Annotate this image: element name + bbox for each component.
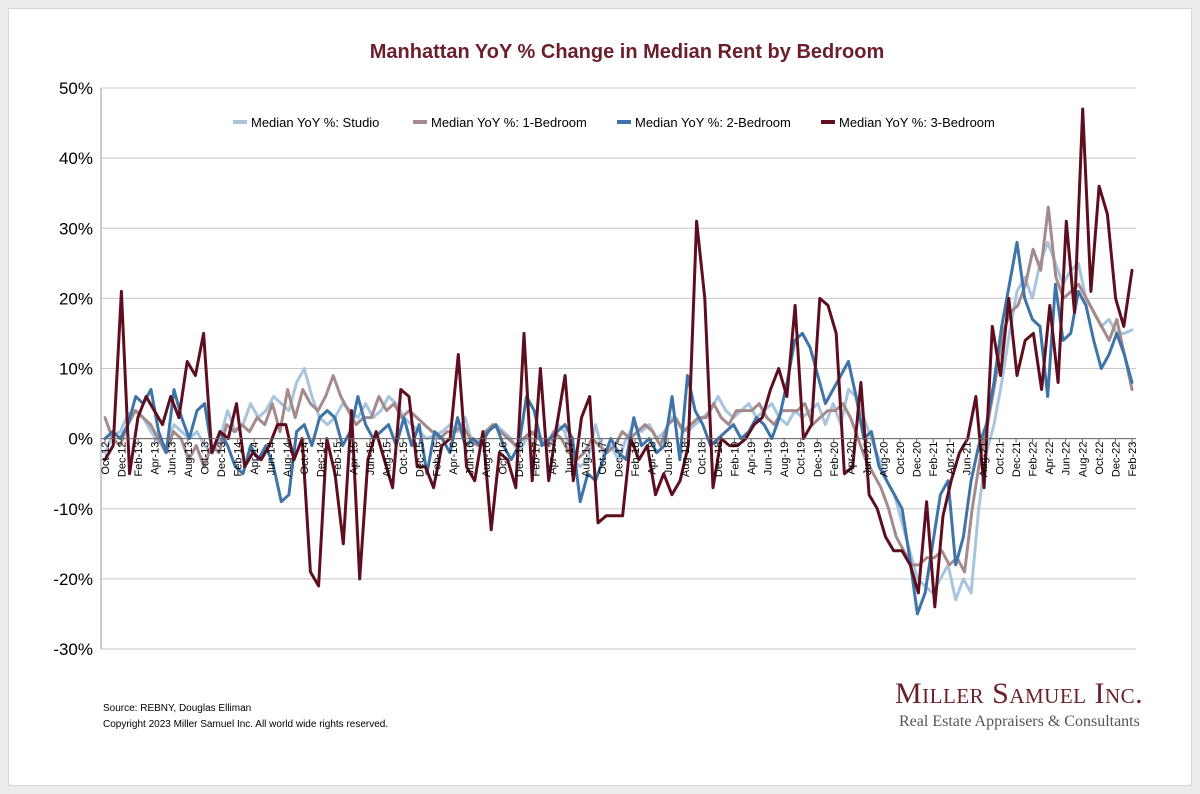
legend-item-2-bedroom: Median YoY %: 2-Bedroom [617, 115, 791, 130]
x-tick-label: Oct-21 [994, 442, 1006, 475]
x-tick-label: Apr-18 [647, 442, 659, 475]
legend-label: Median YoY %: 2-Bedroom [635, 115, 791, 130]
x-tick-label: Aug-14 [282, 442, 294, 477]
copyright-note: Copyright 2023 Miller Samuel Inc. All wo… [103, 719, 389, 730]
x-tick-label: Dec-19 [812, 442, 824, 477]
logo-tagline: Real Estate Appraisers & Consultants [899, 713, 1140, 730]
x-tick-label: Oct-13 [199, 442, 211, 475]
x-tick-label: Feb-17 [531, 442, 543, 477]
x-tick-label: Aug-16 [481, 442, 493, 477]
x-tick-label: Feb-23 [1127, 442, 1139, 477]
x-axis: Oct-12 Dec-12 Feb-13 Apr-13 Jun-13 Aug-13 Oct-… [100, 88, 1139, 649]
x-tick-label: Aug-13 [183, 442, 195, 477]
series-line-2-bedroom [103, 240, 1134, 616]
y-tick-label: -20% [53, 570, 93, 589]
x-tick-label: Dec-20 [912, 442, 924, 477]
x-tick-label: Feb-18 [630, 442, 642, 477]
x-tick-label: Oct-14 [299, 442, 311, 475]
x-tick-label: Jun-13 [166, 442, 178, 476]
x-tick-label: Dec-16 [514, 442, 526, 477]
x-tick-label: Jun-19 [763, 442, 775, 476]
company-logo: Miller Samuel Inc. Real Estate Appraiser… [895, 677, 1145, 731]
x-tick-label: Dec-17 [614, 442, 626, 477]
logo-name: Miller Samuel Inc. [895, 677, 1144, 710]
x-tick-label: Apr-17 [547, 442, 559, 475]
x-tick-label: Jun-20 [862, 442, 874, 476]
x-tick-label: Apr-20 [845, 442, 857, 475]
x-tick-label: Oct-12 [100, 442, 112, 475]
x-tick-label: Feb-16 [431, 442, 443, 477]
x-tick-label: Aug-18 [680, 442, 692, 477]
x-tick-label: Oct-19 [796, 442, 808, 475]
x-tick-label: Feb-15 [332, 442, 344, 477]
gridlines [101, 87, 1136, 650]
x-tick-label: Oct-18 [696, 442, 708, 475]
chart: Manhattan YoY % Change in Median Rent by… [53, 41, 1139, 659]
legend-label: Median YoY %: 3-Bedroom [839, 115, 995, 130]
y-tick-label: -30% [53, 640, 93, 659]
x-tick-label: Feb-20 [829, 442, 841, 477]
legend: Median YoY %: Studio Median YoY %: 1-Bedr… [233, 115, 995, 130]
x-tick-label: Aug-19 [779, 442, 791, 477]
y-tick-label: 50% [59, 79, 93, 98]
x-tick-label: Feb-19 [729, 442, 741, 477]
chart-title: Manhattan YoY % Change in Median Rent by… [370, 41, 885, 63]
x-tick-label: Apr-21 [945, 442, 957, 475]
x-tick-label: Apr-22 [1044, 442, 1056, 475]
x-tick-label: Dec-13 [216, 442, 228, 477]
x-tick-label: Aug-15 [382, 442, 394, 477]
y-tick-label: 30% [59, 219, 93, 238]
x-tick-label: Apr-19 [746, 442, 758, 475]
x-tick-label: Feb-21 [928, 442, 940, 477]
x-tick-label: Oct-22 [1094, 442, 1106, 475]
x-tick-label: Aug-21 [978, 442, 990, 477]
x-tick-label: Dec-18 [713, 442, 725, 477]
y-tick-label: 40% [59, 149, 93, 168]
x-tick-label: Apr-15 [348, 442, 360, 475]
x-tick-label: Dec-15 [415, 442, 427, 477]
legend-item-studio: Median YoY %: Studio [233, 115, 379, 130]
x-tick-label: Aug-22 [1077, 442, 1089, 477]
y-axis-ticks: -30% -20% -10% 0% 10% 20% 30% 40% 50% [53, 79, 93, 659]
x-tick-label: Feb-14 [233, 442, 245, 477]
x-tick-label: Oct-17 [597, 442, 609, 475]
x-tick-label: Jun-22 [1061, 442, 1073, 476]
x-tick-label: Apr-13 [150, 442, 162, 475]
source-note: Source: REBNY, Douglas Elliman [103, 703, 252, 714]
y-tick-label: 20% [59, 289, 93, 308]
x-tick-label: Apr-14 [249, 442, 261, 475]
chart-card: Manhattan YoY % Change in Median Rent by… [8, 8, 1192, 786]
legend-item-1-bedroom: Median YoY %: 1-Bedroom [413, 115, 587, 130]
x-tick-label: Dec-14 [315, 442, 327, 477]
x-tick-label: Dec-12 [117, 442, 129, 477]
x-tick-label: Oct-16 [498, 442, 510, 475]
x-tick-label: Jun-15 [365, 442, 377, 476]
series-lines [103, 107, 1134, 616]
legend-item-3-bedroom: Median YoY %: 3-Bedroom [821, 115, 995, 130]
x-tick-label: Dec-21 [1011, 442, 1023, 477]
x-tick-label: Jun-14 [266, 442, 278, 476]
legend-label: Median YoY %: 1-Bedroom [431, 115, 587, 130]
x-tick-label: Jun-17 [564, 442, 576, 476]
x-tick-label: Jun-21 [961, 442, 973, 476]
y-tick-label: 10% [59, 360, 93, 379]
x-tick-label: Jun-16 [464, 442, 476, 476]
x-tick-label: Jun-18 [663, 442, 675, 476]
x-tick-label: Oct-20 [895, 442, 907, 475]
y-tick-label: 0% [68, 430, 93, 449]
x-tick-label: Feb-22 [1028, 442, 1040, 477]
x-tick-label: Aug-20 [879, 442, 891, 477]
y-tick-label: -10% [53, 500, 93, 519]
x-tick-label: Oct-15 [398, 442, 410, 475]
x-tick-label: Dec-22 [1110, 442, 1122, 477]
series-line-studio [103, 240, 1134, 602]
x-tick-label: Feb-13 [133, 442, 145, 477]
x-tick-label: Apr-16 [448, 442, 460, 475]
series-line-3-bedroom [103, 107, 1134, 609]
x-tick-label: Aug-17 [580, 442, 592, 477]
legend-label: Median YoY %: Studio [251, 115, 379, 130]
